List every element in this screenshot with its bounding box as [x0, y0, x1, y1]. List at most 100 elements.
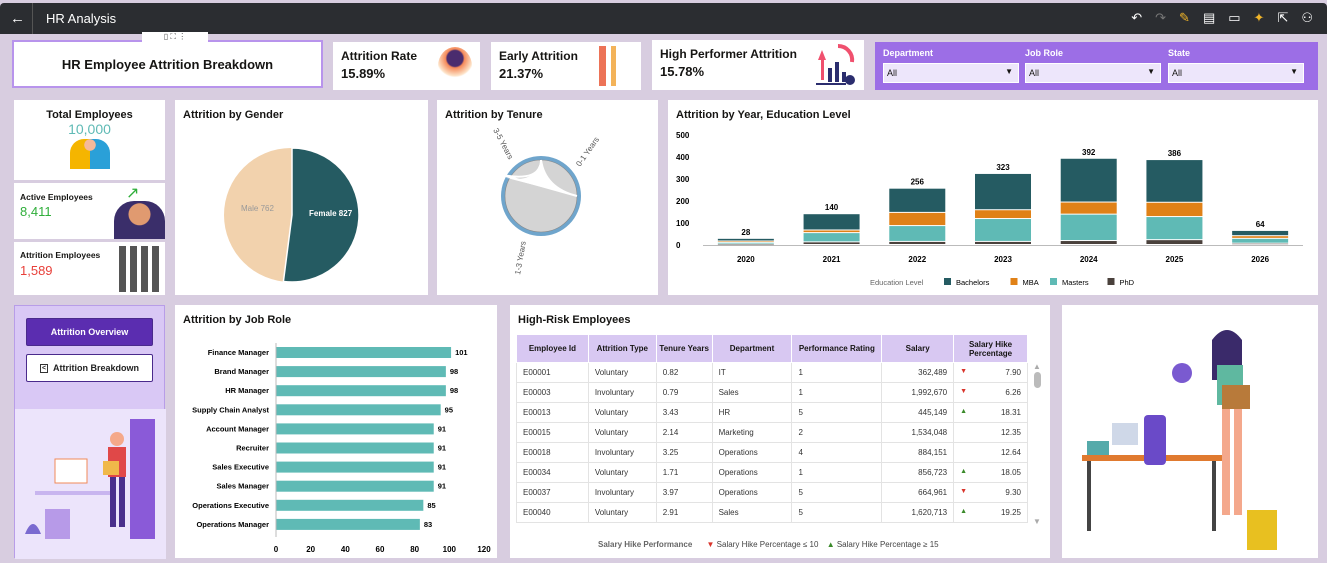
bar-segment[interactable]: [803, 242, 860, 244]
kpi-high-performer-attrition: High Performer Attrition 15.78%: [652, 40, 864, 90]
column-header[interactable]: Department: [711, 334, 793, 363]
y-tick-label: 200: [676, 197, 690, 206]
table-cell: 2.14: [655, 422, 713, 443]
bar[interactable]: [276, 499, 424, 511]
magic-icon[interactable]: ✦: [1253, 10, 1265, 25]
comment-icon[interactable]: ▭: [1228, 10, 1241, 25]
x-tick-label: 2022: [908, 255, 926, 264]
table-cell: Operations: [711, 482, 793, 503]
bar-segment[interactable]: [975, 210, 1031, 219]
bar-segment[interactable]: [803, 230, 860, 233]
state-select[interactable]: All ▼: [1168, 63, 1304, 83]
bar-segment[interactable]: [1146, 217, 1203, 240]
bar-segment[interactable]: [1060, 202, 1117, 214]
bar-segment[interactable]: [1232, 230, 1289, 236]
table-cell: Sales: [711, 502, 793, 523]
edit-icon[interactable]: ✎: [1179, 10, 1190, 25]
bar-segment[interactable]: [1060, 158, 1117, 202]
table-row[interactable]: E00003 Involuntary 0.79 Sales 1 1,992,670 ▼ 6.2…: [516, 382, 1028, 403]
table-scrollbar[interactable]: ▲ ▼: [1033, 362, 1041, 526]
table-row[interactable]: E00040 Voluntary 2.91 Sales 5 1,620,713 ▲ 19.25: [516, 502, 1028, 523]
column-header[interactable]: Performance Rating: [791, 334, 883, 363]
bar[interactable]: [276, 423, 434, 435]
bar-segment[interactable]: [1060, 214, 1117, 241]
bar[interactable]: [276, 385, 446, 397]
thumbs-up-icon: ▲: [960, 468, 968, 475]
bar[interactable]: [276, 518, 420, 530]
thumbs-down-icon: ▼: [960, 488, 968, 495]
kpi-value: 15.78%: [660, 64, 705, 79]
bar-segment[interactable]: [1060, 241, 1117, 244]
y-tick-label: 100: [676, 219, 690, 228]
table-cell: E00037: [516, 482, 589, 503]
column-header[interactable]: Salary: [881, 334, 955, 363]
data-label: 91: [438, 424, 446, 433]
y-tick-label: 500: [676, 131, 690, 140]
data-label: 98: [450, 386, 458, 395]
attrition-overview-button[interactable]: Attrition Overview: [26, 318, 153, 346]
bar[interactable]: [276, 461, 434, 473]
table-cell: 445,149: [881, 402, 955, 423]
department-select[interactable]: All ▼: [883, 63, 1019, 83]
redo-icon[interactable]: ↷: [1155, 10, 1167, 25]
bar-segment[interactable]: [889, 212, 946, 226]
legend-swatch: [1050, 278, 1057, 285]
salary-hike-cell: ▼ 9.30: [953, 482, 1028, 503]
bar-segment[interactable]: [1232, 238, 1289, 243]
bar-segment[interactable]: [717, 244, 774, 246]
bar-segment[interactable]: [717, 242, 774, 244]
column-header[interactable]: Tenure Years: [655, 334, 713, 363]
bar-segment[interactable]: [889, 241, 946, 244]
tenure-chart-card: Attrition by Tenure 3-5 Years 0-1 Years …: [437, 100, 658, 295]
bar-segment[interactable]: [1146, 240, 1203, 244]
bar-segment[interactable]: [1146, 160, 1203, 202]
table-row[interactable]: E00013 Voluntary 3.43 HR 5 445,149 ▲ 18.31: [516, 402, 1028, 423]
table-cell: Involuntary: [587, 442, 657, 463]
crowd-icon: [119, 246, 163, 292]
resignation-illustration: [1082, 330, 1277, 550]
bar-segment[interactable]: [1232, 243, 1289, 245]
select-value: All: [887, 68, 898, 78]
bar[interactable]: [276, 366, 446, 378]
job-role-select[interactable]: All ▼: [1025, 63, 1161, 83]
table-row[interactable]: E00015 Voluntary 2.14 Marketing 2 1,534,048 12…: [516, 422, 1028, 443]
bar-segment[interactable]: [889, 188, 946, 212]
undo-icon[interactable]: ↶: [1131, 10, 1143, 25]
bar[interactable]: [276, 347, 452, 358]
top-bar: ← HR Analysis ↶ ↷ ✎ ▤ ▭ ✦ ⇱ ⚇: [0, 3, 1327, 34]
table-row[interactable]: E00034 Voluntary 1.71 Operations 1 856,723 ▲ 18…: [516, 462, 1028, 483]
bar-segment[interactable]: [717, 241, 774, 242]
thumbs-down-icon: ▼: [706, 540, 715, 549]
legend-label: PhD: [1120, 278, 1135, 287]
table-row[interactable]: E00037 Involuntary 3.97 Operations 5 664,961 ▼…: [516, 482, 1028, 503]
save-icon[interactable]: ▤: [1202, 10, 1216, 25]
bar-segment[interactable]: [975, 173, 1031, 210]
bar-segment[interactable]: [803, 233, 860, 242]
bar-segment[interactable]: [975, 241, 1031, 244]
salary-hike-cell: ▲ 18.05: [953, 462, 1028, 483]
column-header[interactable]: Attrition Type: [587, 334, 657, 363]
table-title: High-Risk Employees: [518, 314, 631, 326]
table-row[interactable]: E00018 Involuntary 3.25 Operations 4 884,151 1…: [516, 442, 1028, 463]
divider: [32, 3, 33, 34]
bar[interactable]: [276, 404, 441, 416]
back-arrow-icon[interactable]: ←: [10, 10, 25, 27]
total-label: Total Employees: [46, 109, 133, 121]
bar-segment[interactable]: [1232, 236, 1289, 238]
table-row[interactable]: E00001 Voluntary 0.82 IT 1 362,489 ▼ 7.90: [516, 362, 1028, 383]
female-slice[interactable]: [282, 147, 360, 283]
column-header[interactable]: Salary Hike Percentage: [953, 334, 1028, 363]
bar-segment[interactable]: [717, 238, 774, 241]
legend-swatch: [1107, 278, 1115, 285]
bar-segment[interactable]: [975, 219, 1031, 241]
user-icon[interactable]: ⚇: [1301, 10, 1313, 25]
bar-segment[interactable]: [889, 226, 946, 241]
share-icon[interactable]: ⇱: [1277, 10, 1289, 25]
bar[interactable]: [276, 442, 434, 454]
bar-segment[interactable]: [1146, 202, 1203, 217]
gender-chart-card: Attrition by Gender Male 762 Female 827: [175, 100, 428, 295]
bar[interactable]: [276, 480, 434, 492]
column-header[interactable]: Employee Id: [516, 334, 589, 363]
attrition-breakdown-button[interactable]: < Attrition Breakdown: [26, 354, 153, 382]
bar-segment[interactable]: [803, 214, 860, 230]
